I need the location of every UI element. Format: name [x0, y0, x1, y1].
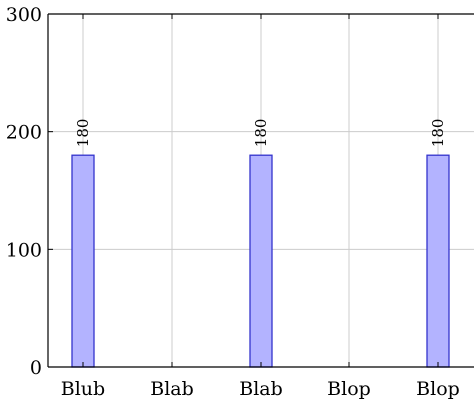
y-tick-label-0: 0 — [30, 357, 42, 379]
bar-2 — [249, 154, 273, 368]
bar-4 — [426, 154, 450, 368]
data-labels: 180 180 180 — [74, 119, 447, 148]
y-tick-label-200: 200 — [6, 122, 42, 144]
y-axis-ticks: 0 100 200 300 — [6, 4, 53, 379]
y-tick-label-100: 100 — [6, 239, 42, 261]
data-label-2: 180 — [252, 119, 270, 148]
x-tick-label-3: Blop — [327, 378, 371, 400]
y-tick-label-300: 300 — [6, 4, 42, 26]
x-axis-ticks: Blub Blab Blab Blop Blop — [61, 14, 460, 400]
bar-0 — [71, 154, 95, 368]
x-tick-label-0: Blub — [61, 378, 105, 400]
data-label-4: 180 — [429, 119, 447, 148]
x-tick-label-4: Blop — [416, 378, 460, 400]
data-label-0: 180 — [74, 119, 92, 148]
x-tick-label-1: Blab — [150, 378, 194, 400]
bars — [71, 154, 450, 368]
x-tick-label-2: Blab — [239, 378, 283, 400]
